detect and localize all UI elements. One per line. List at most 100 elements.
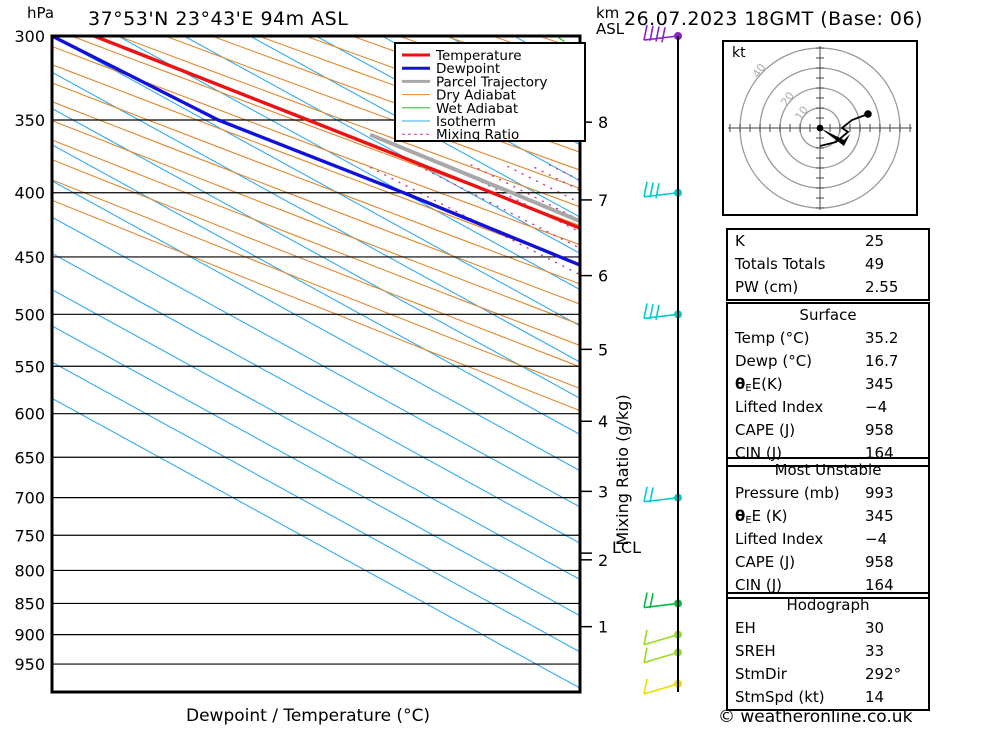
altitude-tick-label: 4 xyxy=(598,412,608,431)
pressure-tick-label: 950 xyxy=(14,655,45,674)
altitude-tick-label: 7 xyxy=(598,191,608,210)
wind-barb xyxy=(643,592,682,609)
table-title: Hodograph xyxy=(786,596,870,614)
row-label: Lifted Index xyxy=(735,398,824,416)
row-value: 164 xyxy=(865,576,894,594)
asl-unit-label: ASL xyxy=(596,20,625,38)
row-label: PW (cm) xyxy=(735,278,799,296)
legend-label: Dewpoint xyxy=(436,61,500,77)
row-value: 25 xyxy=(865,232,885,250)
mixing-ratio-axis-title: Mixing Ratio (g/kg) xyxy=(613,394,632,545)
x-axis-title: Dewpoint / Temperature (°C) xyxy=(186,706,431,726)
row-value: 33 xyxy=(865,642,885,660)
row-value: 292° xyxy=(865,665,902,683)
hodograph-panel: 10 20 40 xyxy=(722,40,918,216)
altitude-tick-label: 5 xyxy=(598,340,608,359)
row-label: StmDir xyxy=(735,665,787,683)
pressure-tick-label: 300 xyxy=(14,27,45,46)
pressure-tick-label: 800 xyxy=(14,561,45,580)
wind-barb-column xyxy=(643,24,682,695)
pressure-tick-label: 750 xyxy=(14,526,45,545)
storm-motion-arrow xyxy=(820,128,850,146)
table-row: PW (cm) 2.55 xyxy=(728,276,928,299)
row-label: Pressure (mb) xyxy=(735,484,840,502)
pressure-unit-label: hPa xyxy=(27,4,55,22)
row-value: 2.55 xyxy=(865,278,899,296)
legend-label: Mixing Ratio xyxy=(436,127,519,140)
table-indices: K 25 Totals Totals 49 PW (cm) 2.55 xyxy=(726,228,930,301)
row-label: Temp (°C) xyxy=(735,329,810,347)
row-label: CAPE (J) xyxy=(735,553,796,571)
legend-label: Temperature xyxy=(435,48,522,64)
lcl-label: LCL xyxy=(612,538,641,557)
altitude-tick-label: 2 xyxy=(598,551,608,570)
hodograph-ring-label: 10 xyxy=(792,104,811,123)
pressure-tick-label: 650 xyxy=(14,448,45,467)
row-value: 993 xyxy=(865,484,894,502)
pressure-tick-label: 900 xyxy=(14,626,45,645)
table-hodograph-stats: Hodograph EH 30 SREH 33 StmDir 292° StmSpd (kt)… xyxy=(726,592,930,711)
wind-barb xyxy=(643,647,682,664)
row-label: θEE (K) xyxy=(735,507,788,526)
row-value: −4 xyxy=(865,398,888,416)
altitude-tick-label: 3 xyxy=(598,482,608,501)
pressure-tick-label: 600 xyxy=(14,405,45,424)
row-value: 14 xyxy=(865,688,885,706)
sounding-profiles xyxy=(52,36,580,267)
table-row: Lifted Index −4 xyxy=(728,396,928,419)
copyright-label: © weatheronline.co.uk xyxy=(718,707,913,727)
altitude-tick-label: 1 xyxy=(598,618,608,637)
legend-label: Wet Adiabat xyxy=(436,101,518,117)
row-value: 958 xyxy=(865,421,894,439)
plot-frame xyxy=(50,34,582,694)
table-row: Dewp (°C) 16.7 xyxy=(728,350,928,373)
altitude-tick-label: 6 xyxy=(598,267,608,286)
row-value: 49 xyxy=(865,255,885,273)
table-row: StmSpd (kt) 14 xyxy=(728,686,928,709)
profile-dewpoint xyxy=(52,36,580,267)
station-title: 37°53'N 23°43'E 94m ASL xyxy=(88,8,349,30)
table-row: StmDir 292° xyxy=(728,663,928,686)
table-most-unstable: Most Unstable Pressure (mb) 993 θEE (K) 345 L… xyxy=(726,457,930,599)
table-row: SREH 33 xyxy=(728,640,928,663)
table-row: θEE(K) 345 xyxy=(728,373,928,396)
row-label: Totals Totals xyxy=(735,255,826,273)
row-label: CIN (J) xyxy=(735,576,783,594)
table-title: Most Unstable xyxy=(774,461,882,479)
wind-barb xyxy=(643,181,682,199)
hodograph-point xyxy=(864,110,872,118)
table-row: K 25 xyxy=(728,230,928,253)
legend-label: Isotherm xyxy=(436,114,496,130)
pressure-axis-ticks: 300 350 400 450 500 550 600 650 700 750 800 850 900 9… xyxy=(14,27,45,674)
altitude-axis-ticks: 1 2 3 4 5 6 7 8 xyxy=(580,113,608,637)
row-label: K xyxy=(735,232,745,250)
table-row: Totals Totals 49 xyxy=(728,253,928,276)
table-surface: Surface Temp (°C) 35.2 Dewp (°C) 16.7 θEE(K) 3… xyxy=(726,302,930,467)
pressure-tick-label: 500 xyxy=(14,305,45,324)
table-row: CAPE (J) 958 xyxy=(728,551,928,574)
row-value: 345 xyxy=(865,375,894,393)
row-label: StmSpd (kt) xyxy=(735,688,825,706)
pressure-tick-label: 400 xyxy=(14,184,45,203)
pressure-tick-label: 450 xyxy=(14,248,45,267)
row-value: 16.7 xyxy=(865,352,899,370)
pressure-tick-label: 850 xyxy=(14,594,45,613)
hodograph-ring-label: 40 xyxy=(750,61,769,80)
row-label: Lifted Index xyxy=(735,530,824,548)
table-row: Lifted Index −4 xyxy=(728,528,928,551)
km-unit-label: km xyxy=(596,4,620,22)
legend-label: Dry Adiabat xyxy=(436,88,516,104)
wind-barb xyxy=(643,24,682,43)
wind-barb xyxy=(643,303,682,321)
pressure-tick-label: 350 xyxy=(14,111,45,130)
row-value: 35.2 xyxy=(865,329,899,347)
datetime-label: 26.07.2023 18GMT (Base: 06) xyxy=(624,8,923,30)
row-value: 958 xyxy=(865,553,894,571)
row-label: SREH xyxy=(735,642,776,660)
pressure-tick-label: 550 xyxy=(14,357,45,376)
row-label: EH xyxy=(735,619,756,637)
wind-barb xyxy=(643,629,682,646)
row-label: CAPE (J) xyxy=(735,421,796,439)
hodograph-ring-label: 20 xyxy=(778,90,797,109)
